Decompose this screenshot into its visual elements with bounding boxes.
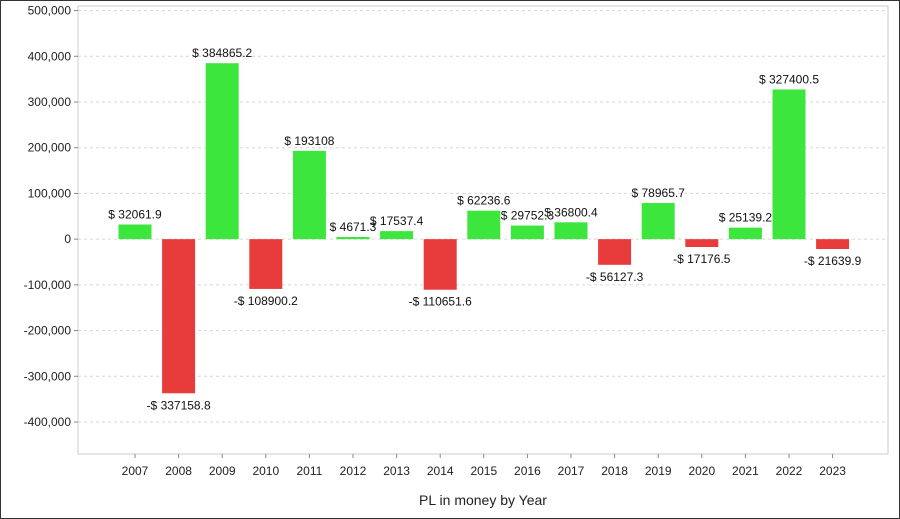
x-tick-label: 2021	[732, 464, 759, 478]
data-label-2011: $ 193108	[284, 134, 334, 148]
y-tick-label: -400,000	[24, 415, 72, 429]
bar-2012	[336, 237, 370, 240]
bar-2019	[641, 203, 675, 240]
x-tick-label: 2010	[252, 464, 279, 478]
bar-2007	[118, 224, 152, 240]
x-axis: 2007 2008 2009 2010 2011 2012 2013 2014 2015 2016…	[122, 454, 846, 478]
x-tick-label: 2016	[514, 464, 541, 478]
bar-2010	[249, 239, 283, 289]
bar-2018	[598, 239, 632, 265]
y-tick-label: 400,000	[28, 49, 72, 63]
y-tick-label: -200,000	[24, 324, 72, 338]
data-label-2017: $ 36800.4	[544, 205, 598, 219]
data-label-2007: $ 32061.9	[108, 207, 162, 221]
y-tick-label: -100,000	[24, 278, 72, 292]
y-tick-label: 300,000	[28, 95, 72, 109]
x-tick-label: 2013	[383, 464, 410, 478]
data-label-2018: -$ 56127.3	[586, 270, 644, 284]
data-label-2019: $ 78965.7	[632, 186, 686, 200]
bar-2015	[467, 210, 501, 240]
x-tick-label: 2018	[601, 464, 628, 478]
y-axis: 500,000 400,000 300,000 200,000 100,000 0 -100…	[24, 4, 78, 429]
data-label-2008: -$ 337158.8	[147, 398, 211, 412]
data-label-2020: -$ 17176.5	[673, 252, 731, 266]
bar-2013	[380, 231, 414, 240]
x-tick-label: 2022	[776, 464, 803, 478]
bar-2011	[292, 150, 326, 240]
bar-2022	[772, 89, 806, 240]
y-tick-label: 500,000	[28, 4, 72, 18]
bar-2008	[162, 239, 196, 394]
x-tick-label: 2017	[558, 464, 585, 478]
data-label-2014: -$ 110651.6	[409, 295, 472, 309]
bar-2021	[728, 227, 762, 240]
bar-2017	[554, 222, 588, 240]
y-tick-label: 100,000	[28, 186, 72, 200]
data-label-2012: $ 4671.3	[330, 220, 377, 234]
x-tick-label: 2019	[645, 464, 672, 478]
x-tick-label: 2012	[340, 464, 367, 478]
data-label-2023: -$ 21639.9	[804, 254, 862, 268]
data-label-2009: $ 384865.2	[192, 46, 252, 60]
y-tick-label: -300,000	[24, 369, 72, 383]
x-tick-label: 2008	[165, 464, 192, 478]
x-tick-label: 2014	[427, 464, 454, 478]
bar-2023	[816, 239, 850, 250]
data-label-2022: $ 327400.5	[759, 72, 819, 86]
y-tick-label: 0	[64, 232, 71, 246]
x-tick-label: 2015	[470, 464, 497, 478]
x-tick-label: 2020	[688, 464, 715, 478]
data-label-2015: $ 62236.6	[457, 194, 511, 208]
x-axis-label: PL in money by Year	[419, 492, 547, 508]
data-label-2010: -$ 108900.2	[234, 294, 298, 308]
bar-2016	[510, 225, 544, 240]
data-label-2016: $ 29752.3	[501, 209, 555, 223]
bar-2014	[423, 239, 457, 290]
x-tick-label: 2009	[209, 464, 236, 478]
bars: $ 32061.9 -$ 337158.8 $ 384865.2 -$ 108900.…	[108, 46, 861, 412]
bar-2020	[685, 239, 719, 247]
x-tick-label: 2023	[819, 464, 846, 478]
data-label-2013: $ 17537.4	[370, 214, 424, 228]
y-tick-label: 200,000	[28, 141, 72, 155]
x-tick-label: 2011	[296, 464, 322, 478]
data-label-2021: $ 25139.2	[719, 211, 773, 225]
x-tick-label: 2007	[122, 464, 149, 478]
bar-2009	[205, 63, 239, 240]
